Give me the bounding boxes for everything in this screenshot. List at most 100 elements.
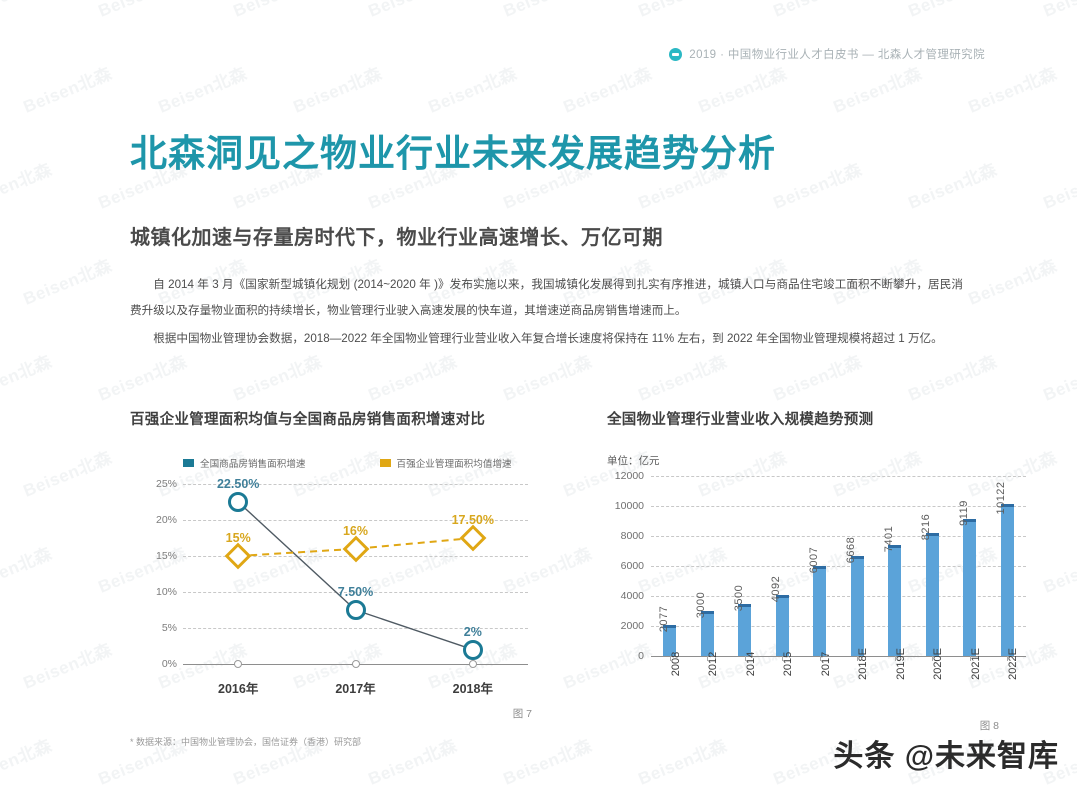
chart2-gridline xyxy=(651,626,1026,627)
watermark-text: Beisen北森 xyxy=(500,351,595,405)
chart2-y-tick-label: 6000 xyxy=(620,560,644,572)
chart2-gridline xyxy=(651,656,1026,657)
chart2-y-tick-label: 4000 xyxy=(620,590,644,602)
chart1-data-label: 2% xyxy=(463,624,482,639)
chart2-y-tick-label: 0 xyxy=(638,650,644,662)
chart1-y-tick-label: 0% xyxy=(161,658,177,670)
watermark-text: Beisen北森 xyxy=(904,0,1000,22)
chart1-figure-number: 图 7 xyxy=(512,708,532,720)
legend-swatch-icon xyxy=(379,459,391,467)
chart2-bar xyxy=(813,565,827,656)
chart1-x-tick-marker xyxy=(468,660,477,668)
chart2-bar-value-label: 4092 xyxy=(770,575,783,602)
chart1-x-tick-label: 2018年 xyxy=(452,682,493,696)
chart2-bar-value-label: 6007 xyxy=(807,546,820,574)
watermark-text: Beisen北森 xyxy=(905,159,1000,213)
chart2-x-tickmark xyxy=(894,656,896,661)
chart2-x-tickmark xyxy=(669,656,671,661)
chart2-bar xyxy=(663,624,677,656)
watermark-text: Beisen北森 xyxy=(965,255,1060,309)
chart1-data-label: 22.50% xyxy=(216,477,260,491)
chart1-data-point xyxy=(228,492,249,512)
watermark-text: Beisen北森 xyxy=(830,63,925,117)
chart1-y-tick-label: 25% xyxy=(155,478,177,490)
chart2-bar-value-label: 2077 xyxy=(657,605,670,633)
chart2-plot-area: 0 2000 4000 6000 8000 10000 12000 2077 2008 3000 2… xyxy=(615,470,1026,680)
chart2-bar-cap xyxy=(963,519,977,523)
chart2-bar-cap xyxy=(925,532,939,536)
chart1-gridline xyxy=(183,592,528,593)
chart1-legend-item-0: 全国商品房销售面积增速 xyxy=(183,456,306,470)
chart-bar-revenue-forecast: 全国物业管理行业营业收入规模趋势预测 单位：亿元 0 2000 4000 6000 80… xyxy=(607,408,1026,732)
chart2-x-tick-label: 2017 xyxy=(819,651,832,677)
chart2-unit-label: 单位：亿元 xyxy=(607,455,660,467)
chart2-x-tickmark xyxy=(857,656,859,661)
chart1-y-tick-label: 10% xyxy=(155,586,177,598)
chart2-bar-value-label: 9119 xyxy=(957,500,970,527)
watermark-text: Beisen北森 xyxy=(365,351,460,405)
beisen-globe-icon xyxy=(669,47,683,61)
chart2-x-tickmark xyxy=(932,656,934,661)
chart2-bar-value-label: 3500 xyxy=(732,584,745,611)
chart2-bar-cap xyxy=(663,624,677,628)
watermark-text: Beisen北森 xyxy=(770,351,865,405)
chart2-bar-value-label: 3000 xyxy=(695,591,708,619)
watermark-text: Beisen北森 xyxy=(364,0,460,22)
chart1-data-label: 7.50% xyxy=(337,585,374,599)
chart1-title: 百强企业管理面积均值与全国商品房销售面积增速对比 xyxy=(130,412,486,428)
chart2-bar xyxy=(700,611,714,656)
chart2-x-tick-label: 2020E xyxy=(932,648,945,680)
chart2-y-tick-label: 12000 xyxy=(614,470,644,482)
chart1-gridline xyxy=(183,520,528,521)
chart2-x-tick-label: 2014 xyxy=(744,651,757,677)
watermark-text: Beisen北森 xyxy=(769,0,865,22)
chart2-bar-value-label: 10122 xyxy=(995,481,1008,515)
chart1-legend-label: 全国商品房销售面积增速 xyxy=(200,459,306,470)
watermark-text: Beisen北森 xyxy=(0,159,55,213)
chart2-gridline xyxy=(651,506,1026,507)
chart2-x-tick-label: 2018E xyxy=(857,648,870,680)
watermark-text: Beisen北森 xyxy=(425,63,520,117)
chart2-bar xyxy=(738,603,752,656)
chart1-gridline xyxy=(183,484,528,485)
chart1-data-point xyxy=(462,639,483,660)
chart2-bar-cap xyxy=(850,555,864,559)
watermark-text: Beisen北森 xyxy=(290,63,385,117)
chart2-bar xyxy=(888,545,902,656)
chart1-x-tick-label: 2016年 xyxy=(218,682,259,696)
chart1-data-label: 17.50% xyxy=(451,513,494,527)
chart2-gridline xyxy=(651,476,1026,477)
chart2-x-tick-label: 2008 xyxy=(669,651,682,677)
watermark-text: Beisen北森 xyxy=(499,0,595,22)
document-header-text: 2019 · 中国物业行业人才白皮书 — 北森人才管理研究院 xyxy=(689,49,985,61)
watermark-text: Beisen北森 xyxy=(230,351,325,405)
watermark-text: Beisen北森 xyxy=(20,639,115,693)
watermark-text: Beisen北森 xyxy=(94,0,190,22)
watermark-text: Beisen北森 xyxy=(1039,0,1077,22)
chart1-x-tick-marker xyxy=(351,660,360,668)
watermark-text: Beisen北森 xyxy=(95,351,190,405)
chart1-plot-area: 0% 5% 10% 15% 20% 25% 22.50% 7.50% 2% 15% 16% 17.50… xyxy=(130,477,540,696)
chart2-x-tick-label: 2021E xyxy=(969,648,982,680)
watermark-text: Beisen北森 xyxy=(20,63,115,117)
section-subtitle: 城镇化加速与存量房时代下，物业行业高速增长、万亿可期 xyxy=(130,227,663,249)
chart2-bar-value-label: 7401 xyxy=(882,525,895,553)
watermark-text: Beisen北森 xyxy=(1040,351,1077,405)
chart1-y-tick-label: 5% xyxy=(161,622,177,634)
body-paragraph-2: 根据中国物业管理协会数据，2018—2022 年全国物业管理行业营业收入年复合增… xyxy=(153,332,943,345)
chart2-x-tick-label: 2022E xyxy=(1007,648,1020,680)
chart2-x-tickmark xyxy=(819,656,821,661)
chart2-bar-value-label: 6668 xyxy=(845,536,858,564)
chart2-figure-number: 图 8 xyxy=(979,720,999,732)
watermark-text: Beisen北森 xyxy=(0,0,55,22)
legend-swatch-icon xyxy=(183,459,194,467)
chart2-gridline xyxy=(651,536,1026,537)
chart2-bar xyxy=(1000,504,1014,656)
chart2-y-tick-label: 8000 xyxy=(620,530,644,542)
watermark-text: Beisen北森 xyxy=(0,735,55,789)
document-header: 2019 · 中国物业行业人才白皮书 — 北森人才管理研究院 xyxy=(669,46,985,62)
watermark-text: Beisen北森 xyxy=(20,447,115,501)
chart1-legend: 全国商品房销售面积增速 百强企业管理面积均值增速 xyxy=(183,456,540,470)
chart1-gridline xyxy=(183,628,528,629)
